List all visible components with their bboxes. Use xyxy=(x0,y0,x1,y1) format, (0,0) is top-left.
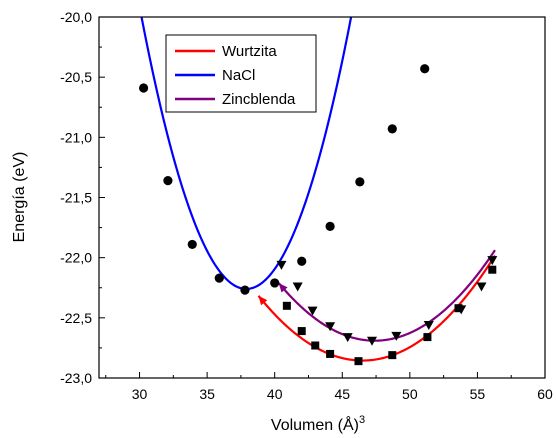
y-tick-label: -20,5 xyxy=(60,69,92,85)
y-tick-label: -20,0 xyxy=(60,9,92,25)
x-tick-label: 30 xyxy=(132,386,148,402)
data-point xyxy=(311,341,320,350)
x-tick-label: 35 xyxy=(199,386,215,402)
data-point xyxy=(139,83,149,93)
x-axis-label-sup: 3 xyxy=(359,414,365,426)
y-tick-label: -22,0 xyxy=(60,250,92,266)
data-point xyxy=(214,273,224,283)
data-point xyxy=(387,124,397,134)
data-point xyxy=(282,301,291,310)
data-point xyxy=(488,265,497,274)
data-point xyxy=(476,282,487,292)
data-point xyxy=(487,256,498,266)
data-point xyxy=(187,239,197,250)
data-point xyxy=(420,64,430,74)
plot-frame xyxy=(98,16,546,379)
data-point xyxy=(270,278,280,288)
legend-label-1: NaCl xyxy=(222,67,255,84)
x-axis-label-text: Volumen (Å) xyxy=(271,415,359,434)
x-tick-label: 50 xyxy=(402,386,418,402)
y-tick-label: -23,0 xyxy=(60,370,92,386)
y-axis-label: Energía (eV) xyxy=(11,152,28,243)
x-tick-label: 60 xyxy=(537,386,553,402)
y-tick-labels: -20,0 -20,5 -21,0 -21,5 -22,0 -22,5 -23,0 xyxy=(60,9,92,386)
data-point xyxy=(326,349,335,358)
data-point xyxy=(307,306,318,316)
y-tick-label: -21,5 xyxy=(60,190,92,206)
x-tick-label: 45 xyxy=(334,386,350,402)
fit-curve-arrowhead xyxy=(278,283,288,293)
data-point xyxy=(456,305,467,315)
data-point xyxy=(325,322,336,332)
x-tick-label: 55 xyxy=(470,386,486,402)
data-point xyxy=(297,327,306,336)
data-point xyxy=(163,176,173,186)
x-tick-labels: 30 35 40 45 50 55 60 xyxy=(132,386,553,402)
data-point xyxy=(367,336,378,346)
data-point xyxy=(391,331,402,341)
fit-curve-2 xyxy=(277,249,496,342)
data-point xyxy=(388,351,397,360)
data-point xyxy=(423,321,434,331)
x-axis-label: Volumen (Å)3 xyxy=(271,414,365,434)
y-tick-label: -22,5 xyxy=(60,310,92,326)
legend: Wurtzita NaCl Zincblenda xyxy=(165,34,317,113)
x-tick-label: 40 xyxy=(267,386,283,402)
data-point xyxy=(423,333,432,342)
fit-curve-arrowhead xyxy=(258,295,268,306)
fit-curve-1 xyxy=(140,17,353,291)
data-point xyxy=(354,357,363,366)
legend-label-0: Wurtzita xyxy=(222,43,277,60)
data-point xyxy=(276,260,287,270)
data-point xyxy=(292,282,303,292)
data-markers xyxy=(139,64,498,366)
legend-label-2: Zincblenda xyxy=(222,91,296,108)
data-point xyxy=(240,285,250,295)
data-point xyxy=(342,333,353,343)
data-point xyxy=(325,221,335,231)
data-point xyxy=(355,177,365,187)
data-point xyxy=(297,256,307,266)
y-tick-label: -21,0 xyxy=(60,129,92,145)
